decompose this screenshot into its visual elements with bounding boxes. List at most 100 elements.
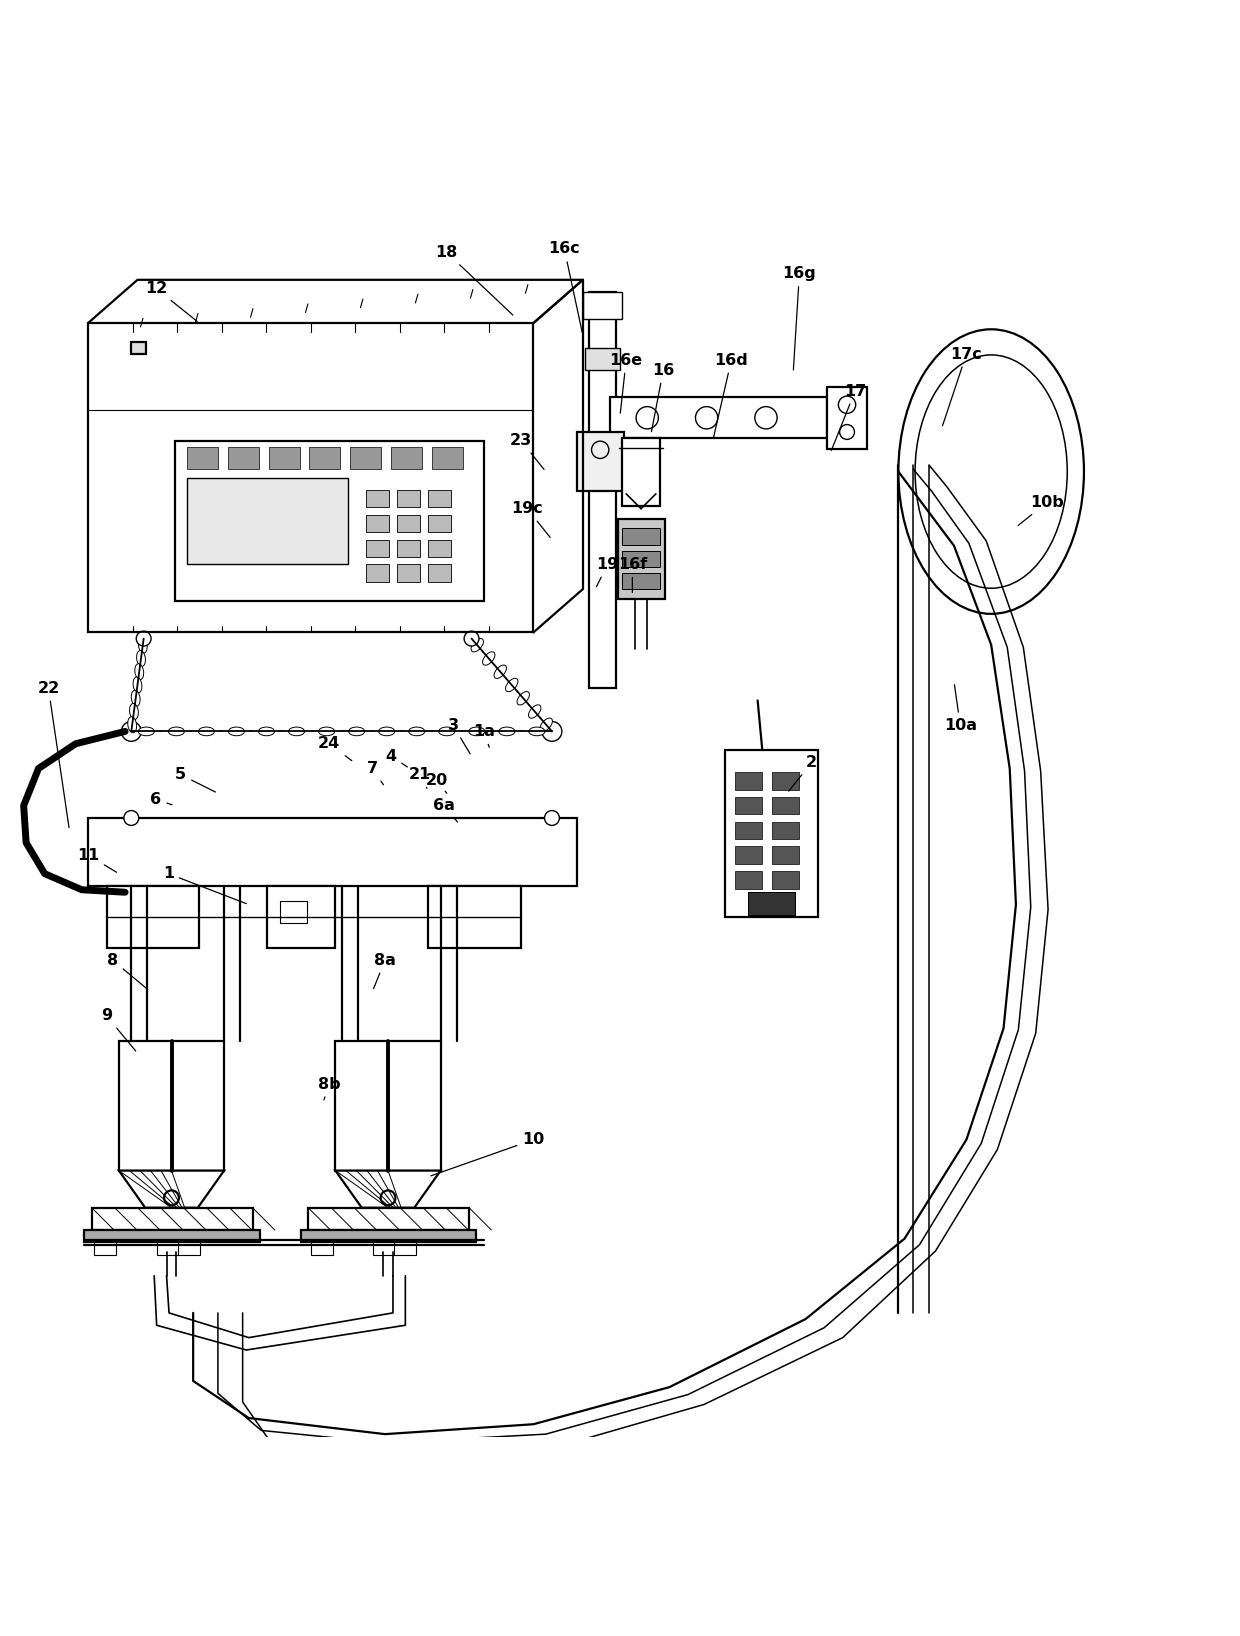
- Bar: [827, 388, 868, 450]
- Text: 7: 7: [367, 761, 383, 785]
- Text: 24: 24: [319, 736, 352, 761]
- Text: 19: 19: [596, 556, 619, 587]
- Ellipse shape: [529, 726, 544, 736]
- Bar: [735, 797, 763, 815]
- Ellipse shape: [258, 726, 274, 736]
- Text: 8b: 8b: [317, 1076, 341, 1099]
- Bar: [311, 1242, 334, 1255]
- Text: 16d: 16d: [713, 353, 748, 438]
- Bar: [131, 342, 146, 353]
- Bar: [175, 440, 484, 602]
- Bar: [428, 564, 450, 582]
- Ellipse shape: [482, 651, 495, 666]
- Ellipse shape: [469, 726, 485, 736]
- Text: 6: 6: [150, 792, 172, 807]
- Ellipse shape: [409, 726, 425, 736]
- Text: 16e: 16e: [610, 353, 642, 414]
- Text: 16c: 16c: [548, 242, 583, 332]
- Ellipse shape: [139, 726, 154, 736]
- Text: 2: 2: [789, 754, 817, 792]
- Bar: [725, 749, 818, 916]
- Bar: [88, 818, 577, 887]
- Ellipse shape: [517, 692, 529, 705]
- Bar: [735, 772, 763, 790]
- Bar: [94, 1242, 117, 1255]
- Ellipse shape: [378, 726, 394, 736]
- Ellipse shape: [228, 726, 244, 736]
- Bar: [428, 515, 450, 532]
- Ellipse shape: [471, 638, 484, 651]
- Circle shape: [542, 721, 562, 741]
- Bar: [156, 1242, 179, 1255]
- Ellipse shape: [133, 677, 141, 694]
- Bar: [735, 846, 763, 864]
- Text: 11: 11: [77, 847, 117, 872]
- Ellipse shape: [139, 638, 148, 653]
- Bar: [773, 797, 800, 815]
- Text: 17: 17: [831, 384, 867, 450]
- Text: 23: 23: [510, 434, 544, 470]
- Text: 8: 8: [107, 952, 148, 990]
- Bar: [773, 821, 800, 839]
- Text: 1: 1: [162, 865, 247, 903]
- Bar: [432, 447, 463, 470]
- Text: 16g: 16g: [782, 267, 816, 370]
- Text: 10: 10: [430, 1132, 544, 1176]
- Bar: [397, 491, 419, 507]
- Bar: [428, 491, 450, 507]
- Bar: [397, 515, 419, 532]
- Bar: [336, 1040, 440, 1171]
- Bar: [309, 1207, 469, 1230]
- Bar: [394, 1242, 417, 1255]
- Bar: [88, 324, 533, 633]
- Ellipse shape: [528, 705, 541, 718]
- Bar: [187, 447, 218, 470]
- Bar: [280, 901, 308, 923]
- Circle shape: [124, 810, 139, 826]
- Ellipse shape: [539, 718, 552, 731]
- Bar: [577, 432, 624, 491]
- Text: 10a: 10a: [944, 684, 977, 733]
- Bar: [428, 540, 450, 556]
- Text: 16: 16: [651, 363, 675, 432]
- Bar: [773, 772, 800, 790]
- Text: 3: 3: [448, 718, 470, 754]
- Bar: [622, 573, 660, 589]
- Bar: [610, 398, 827, 438]
- Circle shape: [164, 1191, 179, 1206]
- Bar: [301, 1230, 476, 1242]
- Ellipse shape: [348, 726, 365, 736]
- Bar: [366, 491, 388, 507]
- Bar: [397, 540, 419, 556]
- Bar: [187, 478, 347, 564]
- Text: 5: 5: [175, 767, 216, 792]
- Text: 6a: 6a: [433, 798, 458, 821]
- Text: 20: 20: [425, 774, 448, 793]
- Bar: [622, 551, 660, 566]
- Ellipse shape: [131, 690, 140, 707]
- Bar: [397, 564, 419, 582]
- Bar: [107, 887, 200, 947]
- Bar: [773, 872, 800, 888]
- Bar: [373, 1242, 396, 1255]
- Text: 21: 21: [408, 767, 430, 789]
- Ellipse shape: [494, 666, 506, 679]
- Ellipse shape: [129, 703, 139, 720]
- Bar: [92, 1207, 253, 1230]
- Text: 4: 4: [386, 749, 408, 767]
- Ellipse shape: [506, 679, 518, 692]
- Bar: [583, 293, 622, 319]
- Ellipse shape: [498, 726, 515, 736]
- Circle shape: [122, 721, 141, 741]
- Bar: [119, 1040, 224, 1171]
- Bar: [366, 515, 388, 532]
- Bar: [366, 564, 388, 582]
- Circle shape: [381, 1191, 396, 1206]
- Bar: [228, 447, 259, 470]
- Text: 22: 22: [37, 681, 69, 828]
- Bar: [585, 348, 620, 370]
- Bar: [428, 887, 521, 947]
- Text: 8a: 8a: [373, 952, 396, 988]
- Polygon shape: [336, 1171, 440, 1207]
- Bar: [622, 438, 660, 506]
